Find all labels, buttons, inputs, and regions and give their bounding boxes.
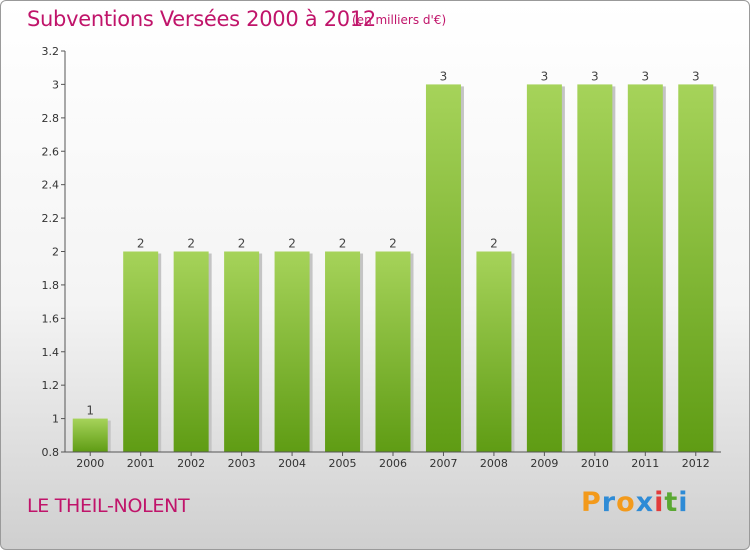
data-label: 2 xyxy=(339,237,347,251)
logo-letter: o xyxy=(616,487,636,518)
y-tick-label: 1.2 xyxy=(42,379,60,392)
bar xyxy=(526,84,562,453)
bar xyxy=(627,84,663,453)
data-label: 3 xyxy=(440,69,448,83)
bar xyxy=(72,418,108,452)
x-tick-label: 2002 xyxy=(177,457,205,470)
y-tick-label: 2.8 xyxy=(42,112,60,125)
y-tick-label: 1.8 xyxy=(42,279,60,292)
y-tick-label: 2.4 xyxy=(42,179,60,192)
x-tick-label: 2004 xyxy=(278,457,306,470)
y-tick-label: 1.6 xyxy=(42,312,60,325)
bar xyxy=(375,251,411,452)
bar xyxy=(123,251,159,452)
y-tick-label: 2.6 xyxy=(42,145,60,158)
data-label: 2 xyxy=(187,237,195,251)
data-label: 3 xyxy=(541,69,549,83)
chart-title: Subventions Versées 2000 à 2012 xyxy=(27,7,376,31)
x-tick-label: 2009 xyxy=(530,457,558,470)
x-tick-label: 2005 xyxy=(329,457,357,470)
x-tick-label: 2010 xyxy=(581,457,609,470)
data-label: 1 xyxy=(86,404,94,418)
logo-letter: i xyxy=(654,487,665,518)
data-label: 2 xyxy=(288,237,296,251)
y-tick-label: 2.2 xyxy=(42,212,60,225)
data-label: 3 xyxy=(641,69,649,83)
y-tick-label: 3 xyxy=(52,78,59,91)
x-tick-label: 2007 xyxy=(429,457,457,470)
x-tick-label: 2001 xyxy=(127,457,155,470)
data-label: 2 xyxy=(490,237,498,251)
y-tick-label: 1 xyxy=(52,413,59,426)
bar xyxy=(224,251,260,452)
y-tick-label: 1.4 xyxy=(42,346,60,359)
logo-letter: t xyxy=(664,487,679,518)
x-tick-label: 2012 xyxy=(682,457,710,470)
logo-letter: x xyxy=(635,487,655,518)
x-tick-label: 2003 xyxy=(228,457,256,470)
chart-subtitle: (en milliers d'€) xyxy=(352,13,447,27)
bar xyxy=(678,84,714,453)
x-tick-label: 2006 xyxy=(379,457,407,470)
data-label: 2 xyxy=(389,237,397,251)
commune-name: LE THEIL-NOLENT xyxy=(27,495,190,517)
bar xyxy=(577,84,613,453)
data-label: 2 xyxy=(137,237,145,251)
y-tick-label: 3.2 xyxy=(42,45,60,58)
bar xyxy=(325,251,361,452)
x-tick-label: 2011 xyxy=(631,457,659,470)
y-tick-label: 2 xyxy=(52,246,59,259)
proxiti-logo: Proxiti xyxy=(581,487,689,518)
data-label: 2 xyxy=(238,237,246,251)
bar xyxy=(274,251,310,452)
logo-letter: i xyxy=(678,487,689,518)
data-label: 3 xyxy=(692,69,700,83)
bar xyxy=(476,251,512,452)
x-tick-label: 2000 xyxy=(76,457,104,470)
logo-letter: P xyxy=(581,487,602,518)
y-tick-label: 0.8 xyxy=(42,446,60,459)
logo-letter: r xyxy=(601,487,617,518)
data-label: 3 xyxy=(591,69,599,83)
bar xyxy=(425,84,461,453)
x-tick-label: 2008 xyxy=(480,457,508,470)
bar xyxy=(173,251,209,452)
